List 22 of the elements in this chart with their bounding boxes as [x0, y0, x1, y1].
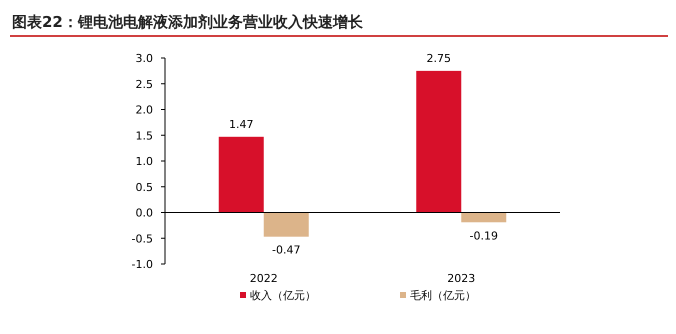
legend-label: 毛利（亿元）	[410, 289, 476, 302]
bar	[461, 212, 506, 222]
legend-label: 收入（亿元）	[250, 289, 316, 302]
chart-title: 图表22：锂电池电解液添加剂业务营业收入快速增长	[12, 13, 364, 31]
bar	[218, 136, 264, 212]
x-tick-label: 2022	[250, 272, 278, 285]
y-tick-label: 2.0	[136, 104, 153, 116]
y-tick-label: 3.0	[136, 52, 153, 65]
x-tick-label: 2023	[447, 272, 476, 285]
y-tick-label: 1.5	[136, 129, 153, 142]
y-tick-label: 1.0	[136, 155, 153, 168]
y-tick-label: 0.5	[136, 180, 153, 194]
y-tick-label: -1.0	[132, 258, 153, 271]
bar	[264, 212, 309, 237]
y-tick-label: 2.5	[136, 78, 153, 91]
data-label: 2.75	[426, 52, 451, 65]
data-label: -0.47	[272, 244, 300, 257]
y-tick-label: 0.0	[136, 206, 153, 220]
bar	[416, 70, 462, 212]
data-label: 1.47	[229, 118, 254, 131]
y-tick-label: -0.5	[132, 232, 153, 246]
data-label: -0.19	[470, 229, 498, 242]
